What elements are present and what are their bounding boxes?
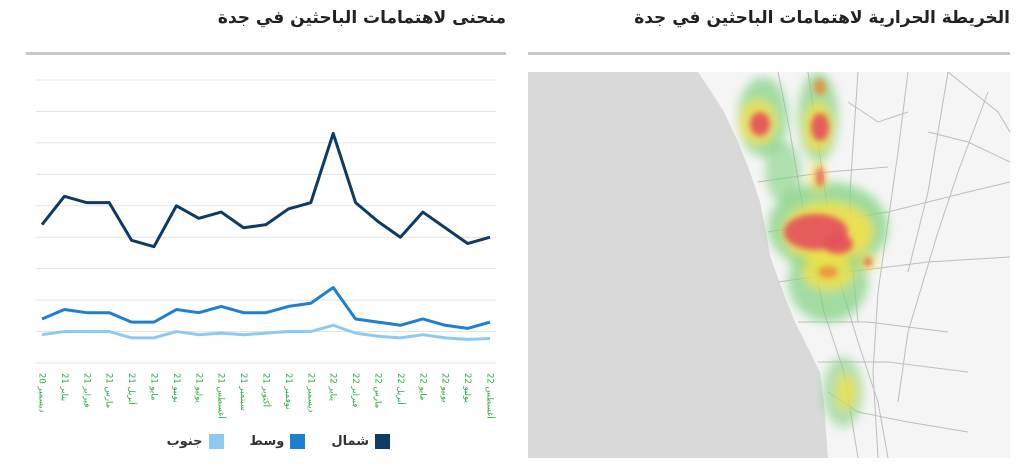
x-tick-label: 21 يونيو <box>171 373 181 403</box>
x-tick-label: 21 أغسطس <box>216 373 228 419</box>
legend-item-center[interactable]: وسط <box>250 434 306 449</box>
heat-layer <box>738 72 888 427</box>
x-tick-label: 21 مارس <box>104 373 114 408</box>
legend-item-north[interactable]: شمال <box>331 434 390 449</box>
chart-title: منحنى لاهتمامات الباحثين في جدة <box>217 8 506 28</box>
x-tick-label: 22 يوليو <box>462 373 472 403</box>
legend-label-center: وسط <box>249 434 285 449</box>
x-tick-label: 22 أغسطس <box>485 373 497 419</box>
x-tick-label: 20 ديسمبر <box>37 373 47 413</box>
x-tick-label: 21 نوفمبر <box>283 373 293 410</box>
map-title: الخريطة الحرارية لاهتمامات الباحثين في ج… <box>634 8 1010 28</box>
series-line-2 <box>41 323 491 341</box>
map-title-divider <box>528 52 1010 55</box>
x-tick-label: 22 فبراير <box>350 373 360 407</box>
line-chart: 20 ديسمبر 21 يناير 21 فبراير 21 مارس 21 أبري… <box>36 79 497 419</box>
heat-map[interactable] <box>528 72 1010 458</box>
x-tick-label: 22 مايو <box>417 373 427 400</box>
chart-legend: شمال وسط جنوب <box>150 434 390 449</box>
x-tick-label: 22 أبريل <box>395 373 407 405</box>
x-tick-label: 21 أكتوبر <box>261 373 273 407</box>
legend-label-south: جنوب <box>166 434 203 449</box>
legend-item-south[interactable]: جنوب <box>167 434 224 449</box>
x-tick-label: 21 يوليو <box>193 373 203 403</box>
x-tick-label: 21 فبراير <box>81 373 91 407</box>
x-tick-label: 21 يناير <box>59 373 69 402</box>
legend-swatch-center <box>290 434 306 449</box>
x-tick-label: 22 يناير <box>328 373 338 402</box>
x-tick-label: 21 مايو <box>149 373 159 400</box>
series-line-0 <box>40 131 491 249</box>
series-line-1 <box>41 286 491 330</box>
legend-label-north: شمال <box>331 434 369 449</box>
legend-swatch-north <box>375 434 390 449</box>
x-tick-label: 21 سبتمبر <box>238 373 248 411</box>
chart-title-divider <box>26 52 506 55</box>
x-tick-label: 21 أبريل <box>126 373 138 405</box>
x-tick-label: 22 يونيو <box>440 373 450 403</box>
heat-map-canvas <box>698 72 1010 458</box>
legend-swatch-south <box>208 434 224 449</box>
x-tick-label: 22 مارس <box>373 373 383 408</box>
x-tick-label: 21 ديسمبر <box>305 373 315 413</box>
heat-hotspots <box>750 79 872 278</box>
